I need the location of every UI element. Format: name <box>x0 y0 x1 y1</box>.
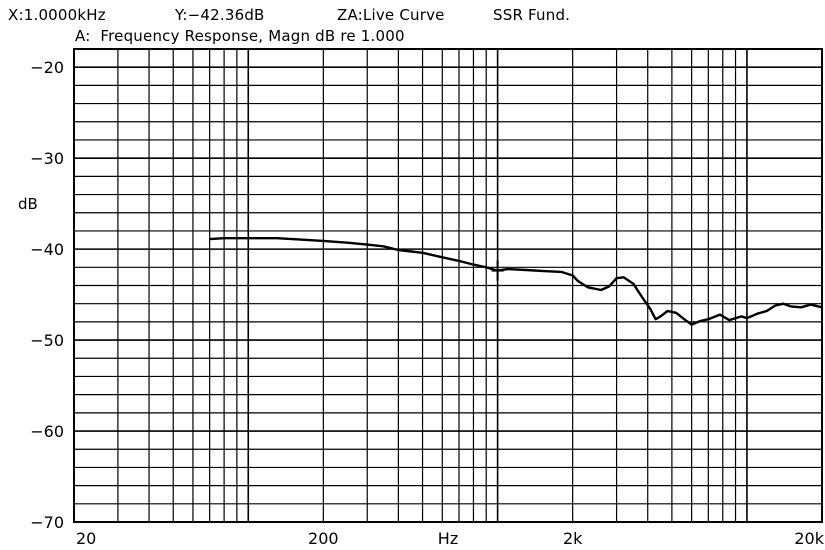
series-layer <box>209 237 823 326</box>
za-trace-readout: ZA:Live Curve <box>337 6 445 24</box>
x-tick-label: 2k <box>563 529 583 548</box>
axis-labels: −20 −30 −40 −50 −60 −70 20 200 2k 20k dB Hz <box>18 58 825 548</box>
ssr-fund-label: SSR Fund. <box>493 6 571 24</box>
chart-subtitle: A: Frequency Response, Magn dB re 1.000 <box>75 27 405 45</box>
x-tick-label: 20k <box>794 529 824 548</box>
plot-frame <box>73 48 823 523</box>
x-tick-label: 20 <box>76 529 96 548</box>
grid <box>73 48 823 523</box>
y-tick-label: −20 <box>30 58 64 77</box>
y-tick-label: −50 <box>30 331 64 350</box>
y-tick-label: −40 <box>30 240 64 259</box>
y-tick-label: −60 <box>30 422 64 441</box>
axes <box>73 48 823 523</box>
x-tick-label: 200 <box>308 529 339 548</box>
y-tick-label: −30 <box>30 149 64 168</box>
x-axis-label: Hz <box>438 529 458 548</box>
y-tick-label: −70 <box>30 513 64 532</box>
response-curve <box>209 237 823 326</box>
y-cursor-readout: Y:−42.36dB <box>175 6 265 24</box>
y-axis-label: dB <box>18 195 38 213</box>
x-cursor-readout: X:1.0000kHz <box>8 6 106 24</box>
